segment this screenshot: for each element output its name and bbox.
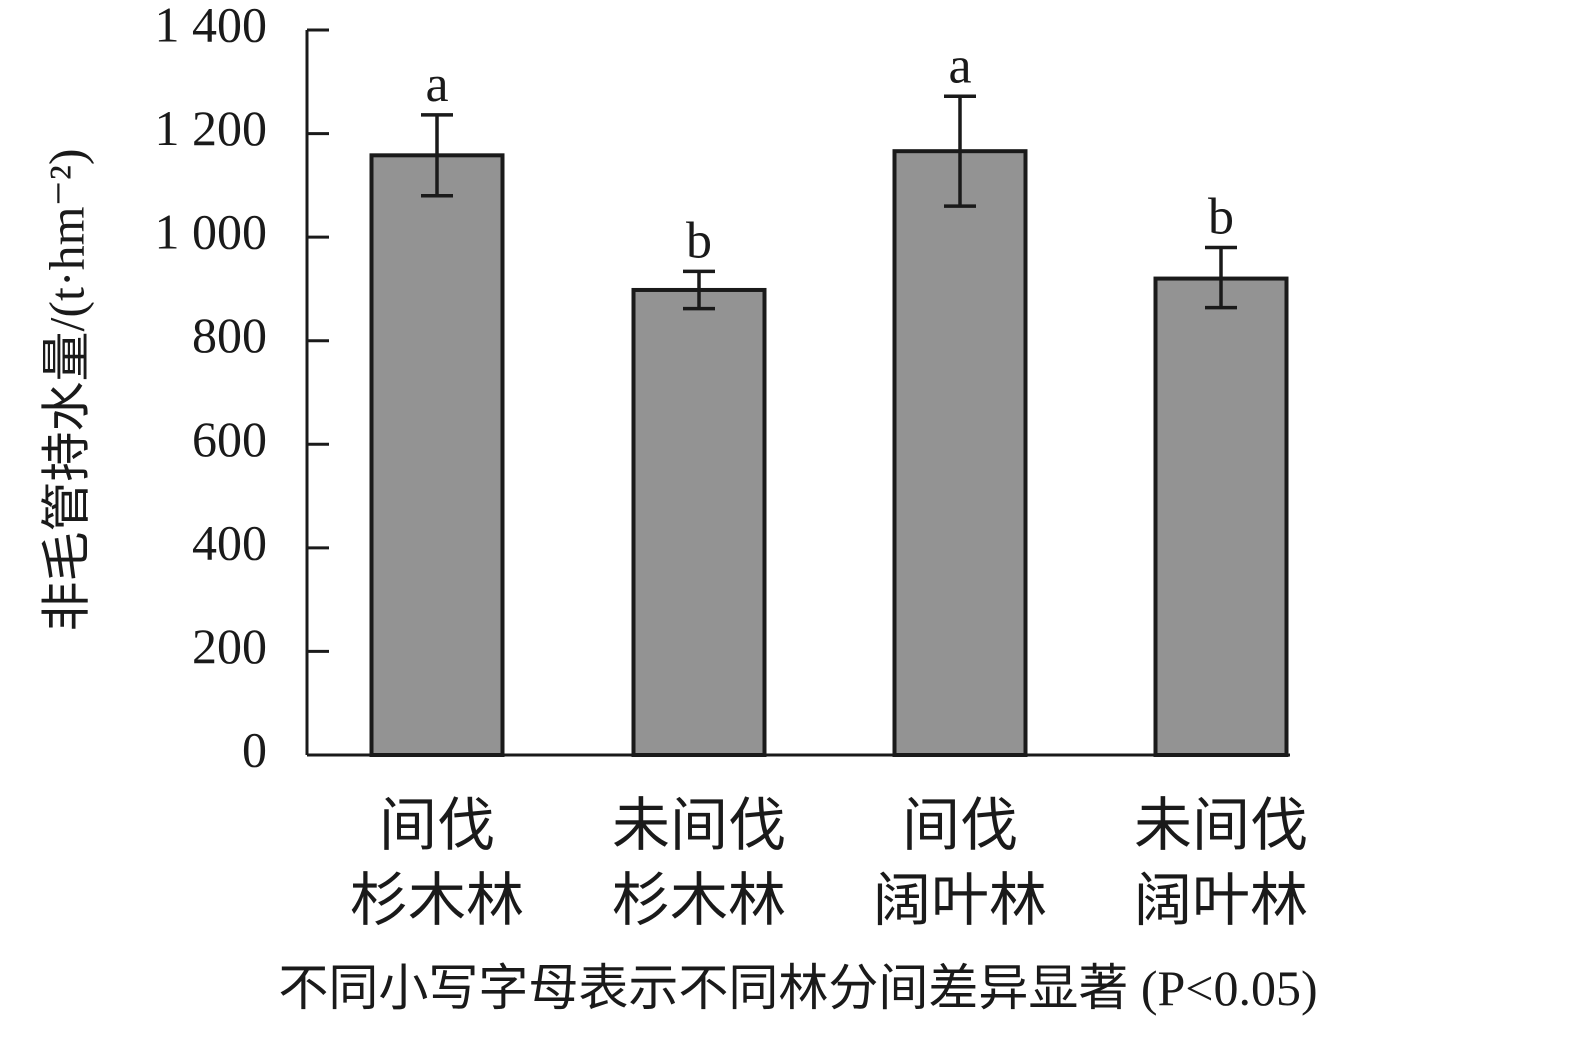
y-tick-label: 1 200 [155,100,268,156]
error-bars-group [421,94,1237,311]
y-axis-label: 非毛管持水量/(t·hm⁻²) [38,148,94,631]
category-label-line2: 阔叶林 [873,868,1047,933]
significance-letter: b [686,212,712,269]
y-tick-label: 0 [242,721,267,777]
category-label-line1: 未间伐 [1134,793,1308,858]
bar [631,287,767,757]
significance-letter: a [425,56,448,113]
category-label-line2: 杉木林 [350,868,524,933]
y-axis: 0 200 400 600 800 1 000 1 200 1 400 [155,0,329,777]
category-label-line2: 阔叶林 [1134,868,1308,933]
y-tick-label: 600 [192,411,267,467]
significance-letter: b [1208,189,1234,246]
y-tick-label: 1 000 [155,204,268,260]
y-tick-label: 1 400 [155,0,268,52]
significance-note: 不同小写字母表示不同林分间差异显著 (P<0.05) [278,960,1317,1016]
category-label-line1: 未间伐 [612,793,786,858]
category-label-line2: 杉木林 [612,868,786,933]
bars-group [369,149,1289,758]
y-tick-label: 400 [192,514,267,570]
y-tick-label: 200 [192,618,267,674]
bar [1153,276,1289,757]
bar [892,149,1028,757]
category-label-line1: 间伐 [379,793,495,858]
y-tick-label: 800 [192,307,267,363]
significance-labels: a b a b [425,37,1234,269]
bar [369,153,505,758]
significance-letter: a [948,37,971,94]
category-label-line1: 间伐 [902,793,1018,858]
